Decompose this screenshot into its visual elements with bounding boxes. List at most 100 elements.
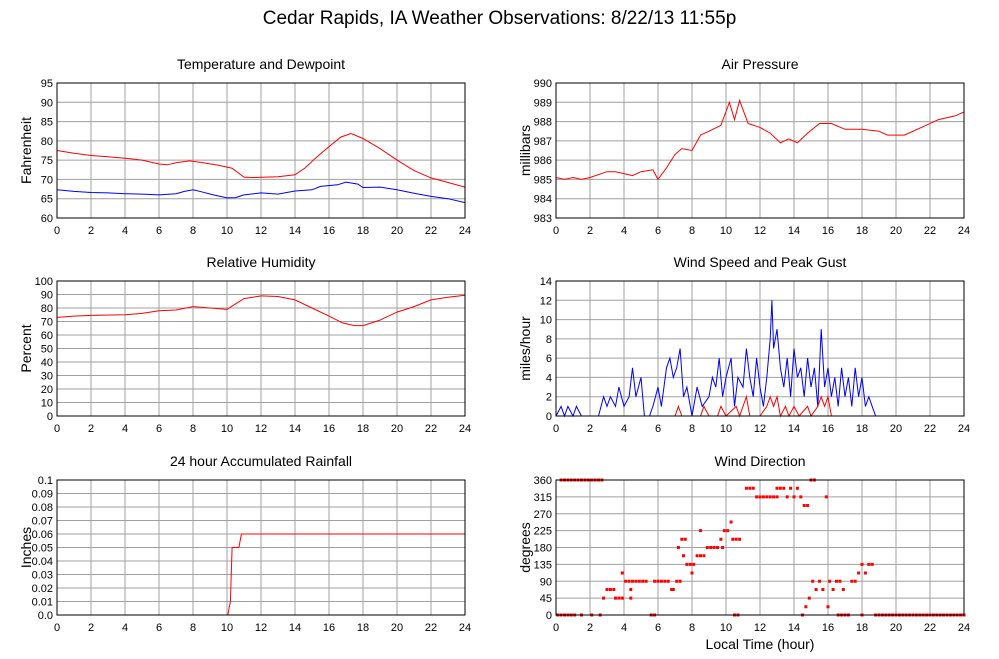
x-tick-label: 4 [621,423,627,435]
data-point [755,495,759,499]
x-tick-label: 16 [822,225,834,237]
y-tick-label: 0.0 [38,610,53,622]
data-point [731,537,735,541]
y-tick-label: 12 [540,295,552,307]
chart-title: Relative Humidity [207,254,316,270]
y-tick-label: 85 [41,117,53,129]
x-tick-label: 20 [391,225,403,237]
plot-frame [56,479,466,616]
y-tick-label: 984 [534,194,552,206]
x-tick-label: 4 [621,622,627,634]
chart-title: 24 hour Accumulated Rainfall [170,453,352,469]
x-tick-label: 20 [391,622,403,634]
data-point [806,504,810,507]
plot-frame [555,479,965,616]
y-tick-label: 0.1 [38,475,53,487]
y-tick-label: 986 [534,155,552,167]
data-point [778,486,782,490]
y-tick-label: 988 [534,117,552,129]
x-tick-label: 16 [323,622,335,634]
data-point [807,596,811,600]
plot-frame [555,280,965,417]
data-point [629,596,633,600]
data-point [676,546,680,549]
x-tick-label: 22 [425,225,437,237]
data-point [811,579,815,583]
x-tick-label: 24 [459,225,471,237]
series-line-0 [555,98,965,181]
y-tick-label: 30 [41,371,53,383]
x-tick-label: 0 [553,622,559,634]
series-line-0 [56,132,466,188]
data-point [765,495,769,499]
data-point [699,529,702,533]
x-tick-label: 8 [190,423,196,435]
data-point [744,486,748,490]
data-point [653,579,657,583]
x-tick-label: 14 [788,225,800,237]
data-point [605,588,609,591]
data-point [670,588,674,591]
data-point [629,588,633,591]
y-tick-label: 40 [41,357,53,369]
data-point [789,486,793,490]
data-point [831,588,835,591]
y-tick-label: 10 [41,398,53,410]
x-tick-label: 24 [958,225,970,237]
x-tick-label: 14 [289,225,301,237]
data-point [666,579,670,583]
x-tick-label: 0 [54,225,60,237]
data-point [699,554,702,558]
x-tick-label: 10 [720,225,732,237]
x-tick-label: 8 [689,225,695,237]
y-tick-label: 95 [41,78,53,90]
x-tick-label: 2 [88,423,94,435]
data-point [821,588,825,591]
data-point [722,529,726,533]
data-point [835,579,838,583]
x-tick-label: 18 [856,225,868,237]
data-point [867,562,871,566]
x-tick-label: 24 [459,622,471,634]
data-point [634,579,638,583]
data-point [612,588,616,591]
data-point [627,579,631,583]
data-point [641,579,645,583]
y-tick-label: 14 [540,276,552,288]
data-point [751,486,755,490]
y-tick-label: 270 [534,509,552,521]
data-point [857,571,861,575]
data-point [716,546,719,549]
y-tick-label: 90 [41,97,53,109]
data-point [624,579,628,583]
data-point [678,579,682,583]
x-tick-label: 20 [391,423,403,435]
x-tick-label: 12 [754,423,766,435]
data-point [802,504,806,507]
y-axis-label: miles/hour [517,316,533,381]
x-tick-label: 10 [221,225,233,237]
x-tick-label: 2 [587,423,593,435]
data-point [675,579,679,583]
data-point [870,562,874,566]
chart-title: Air Pressure [721,56,798,72]
y-tick-label: 65 [41,194,53,206]
y-tick-label: 60 [41,330,53,342]
x-tick-label: 18 [357,622,369,634]
y-tick-label: 20 [41,384,53,396]
x-tick-label: 6 [156,423,162,435]
x-tick-label: 18 [357,423,369,435]
y-axis-label: Percent [18,324,34,372]
x-tick-label: 2 [587,622,593,634]
x-tick-label: 6 [156,622,162,634]
x-tick-label: 6 [655,622,661,634]
x-tick-label: 4 [621,225,627,237]
y-tick-label: 4 [546,372,552,384]
y-tick-label: 990 [534,78,552,90]
x-tick-label: 24 [459,423,471,435]
x-tick-label: 4 [122,423,128,435]
data-point [799,495,803,499]
y-tick-label: 0.01 [32,597,53,609]
